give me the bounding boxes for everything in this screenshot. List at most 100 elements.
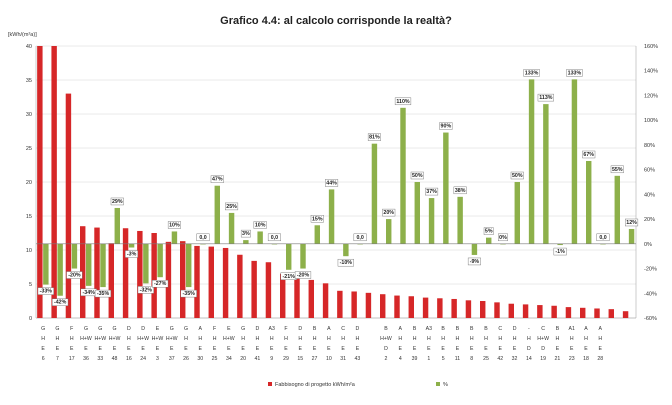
- data-label: 47%: [212, 177, 223, 183]
- green-bar: [371, 143, 378, 244]
- data-label-box: [467, 257, 481, 266]
- green-bar: [300, 243, 306, 269]
- category-label: 28: [597, 356, 603, 362]
- y-left-tick-label: 15: [26, 214, 32, 220]
- category-label: E: [256, 346, 260, 352]
- data-label: 50%: [512, 173, 523, 179]
- data-label: 0%: [499, 235, 507, 241]
- category-label: F: [284, 326, 287, 332]
- data-label-box: [510, 171, 524, 180]
- data-label: -32%: [140, 287, 153, 293]
- category-label: 2: [385, 356, 388, 362]
- data-label-box: [582, 150, 596, 159]
- y-right-tick-label: 0%: [644, 242, 652, 248]
- red-bar: [251, 260, 257, 318]
- category-label: B: [484, 326, 488, 332]
- data-label-box: [37, 287, 54, 295]
- category-label: E: [156, 346, 160, 352]
- category-label: G: [170, 326, 174, 332]
- green-bar: [86, 243, 92, 286]
- category-label: H: [427, 336, 431, 342]
- category-label: -: [528, 326, 530, 332]
- category-label: D: [141, 326, 145, 332]
- category-label: E: [127, 346, 131, 352]
- green-bar: [214, 185, 220, 244]
- legend-label-green: %: [443, 382, 448, 388]
- category-label: 6: [42, 356, 45, 362]
- y-right-tick-label: 160%: [644, 44, 658, 50]
- category-label: H: [570, 336, 574, 342]
- data-label: 20%: [383, 210, 394, 216]
- category-label: F: [70, 326, 73, 332]
- category-label: E: [227, 326, 231, 332]
- data-label-box: [210, 175, 224, 183]
- red-bar: [122, 228, 129, 318]
- data-label: 90%: [441, 124, 452, 130]
- data-label-box: [523, 69, 540, 77]
- category-label: G: [113, 326, 117, 332]
- data-label: 0,0: [599, 235, 606, 241]
- category-label: H: [56, 336, 60, 342]
- green-bar: [628, 228, 635, 244]
- data-label: -35%: [97, 291, 110, 297]
- category-label: E: [184, 346, 188, 352]
- red-bar: [322, 283, 329, 318]
- red-bar: [422, 297, 429, 318]
- category-label: G: [98, 326, 102, 332]
- category-label: A: [399, 326, 403, 332]
- data-label: -27%: [154, 281, 167, 287]
- category-label: A3: [269, 326, 275, 332]
- green-bar: [314, 225, 320, 244]
- red-bar: [351, 291, 357, 318]
- red-bar: [237, 254, 243, 318]
- category-label: H+W: [137, 336, 149, 342]
- data-label-box: [52, 298, 69, 306]
- green-bar: [257, 231, 263, 244]
- green-bar: [428, 198, 435, 244]
- red-bar: [80, 226, 86, 318]
- data-label-box: [94, 289, 112, 298]
- category-label: H+W: [223, 336, 235, 342]
- category-label: B: [413, 326, 417, 332]
- category-label: E: [441, 346, 445, 352]
- data-label: 50%: [412, 173, 423, 179]
- data-label-box: [267, 233, 281, 242]
- red-bar: [608, 309, 614, 318]
- category-label: H+W: [152, 336, 164, 342]
- category-label: H: [241, 336, 245, 342]
- data-label: 0,0: [356, 235, 363, 241]
- category-label: 32: [512, 356, 518, 362]
- category-label: 24: [140, 356, 146, 362]
- data-label: 55%: [612, 167, 623, 173]
- red-bar: [465, 300, 472, 318]
- data-label-box: [180, 289, 197, 298]
- data-label-box: [167, 221, 181, 229]
- green-bar: [400, 107, 406, 244]
- category-label: E: [584, 346, 588, 352]
- category-label: A: [599, 326, 603, 332]
- category-label: E: [427, 346, 431, 352]
- category-label: E: [284, 346, 288, 352]
- category-label: 9: [270, 356, 273, 362]
- green-bar: [157, 243, 163, 278]
- data-label-box: [425, 187, 439, 196]
- y-right-tick-label: 80%: [644, 143, 655, 149]
- category-label: 29: [283, 356, 289, 362]
- category-label: 10: [326, 356, 332, 362]
- red-bar: [451, 298, 457, 318]
- data-label: 44%: [326, 180, 337, 186]
- category-label: H: [598, 336, 602, 342]
- category-label: G: [41, 326, 45, 332]
- data-label-box: [596, 233, 610, 242]
- category-label: 1: [427, 356, 430, 362]
- green-bar: [414, 182, 420, 244]
- category-label: E: [356, 346, 360, 352]
- series-red-bars: [37, 46, 629, 318]
- category-label: E: [599, 346, 603, 352]
- category-label: E: [241, 346, 245, 352]
- data-label: 81%: [369, 135, 380, 141]
- category-label: E: [299, 346, 303, 352]
- data-label: 25%: [226, 204, 237, 210]
- category-label: E: [141, 346, 145, 352]
- data-label-box: [625, 218, 639, 227]
